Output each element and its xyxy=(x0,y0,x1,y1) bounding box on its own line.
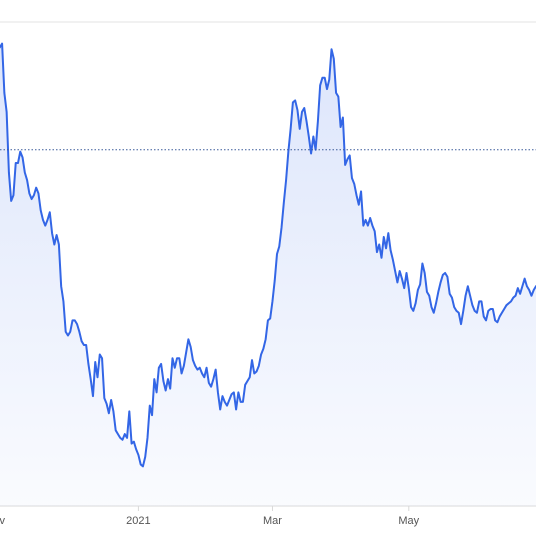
x-axis: Nov 2021 Mar May xyxy=(0,506,420,527)
series-area-fill xyxy=(0,43,536,506)
plot-area xyxy=(0,42,536,506)
series-line xyxy=(0,42,536,468)
x-tick-label: May xyxy=(398,515,419,527)
x-tick-label: Nov xyxy=(0,515,6,527)
x-tick-label: Mar xyxy=(263,515,282,527)
x-tick-label: 2021 xyxy=(126,515,150,527)
